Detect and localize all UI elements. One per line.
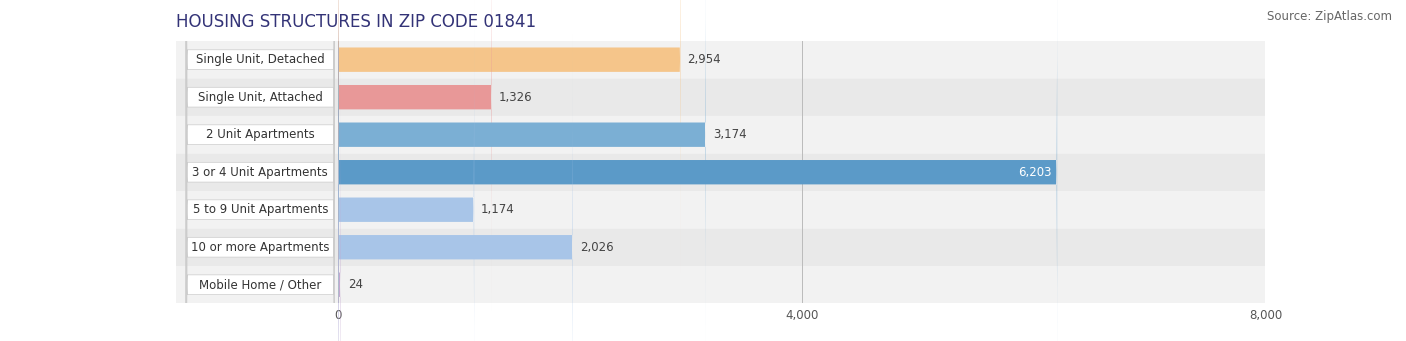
Text: Mobile Home / Other: Mobile Home / Other: [200, 278, 322, 291]
Text: Source: ZipAtlas.com: Source: ZipAtlas.com: [1267, 10, 1392, 23]
FancyBboxPatch shape: [186, 0, 335, 341]
Text: 6,203: 6,203: [1018, 166, 1052, 179]
FancyBboxPatch shape: [186, 0, 335, 341]
Text: Single Unit, Attached: Single Unit, Attached: [198, 91, 323, 104]
FancyBboxPatch shape: [176, 41, 1265, 78]
FancyBboxPatch shape: [337, 0, 1057, 341]
FancyBboxPatch shape: [176, 266, 1265, 303]
FancyBboxPatch shape: [186, 0, 335, 341]
FancyBboxPatch shape: [337, 34, 572, 341]
FancyBboxPatch shape: [176, 191, 1265, 228]
Text: 3 or 4 Unit Apartments: 3 or 4 Unit Apartments: [193, 166, 328, 179]
Text: 3,174: 3,174: [713, 128, 747, 141]
FancyBboxPatch shape: [337, 0, 706, 341]
FancyBboxPatch shape: [186, 0, 335, 341]
Text: 2,954: 2,954: [688, 53, 721, 66]
Text: 5 to 9 Unit Apartments: 5 to 9 Unit Apartments: [193, 203, 328, 216]
FancyBboxPatch shape: [176, 116, 1265, 153]
Text: 2,026: 2,026: [579, 241, 613, 254]
FancyBboxPatch shape: [337, 0, 474, 341]
Text: HOUSING STRUCTURES IN ZIP CODE 01841: HOUSING STRUCTURES IN ZIP CODE 01841: [176, 13, 536, 31]
FancyBboxPatch shape: [337, 72, 340, 341]
FancyBboxPatch shape: [176, 78, 1265, 116]
FancyBboxPatch shape: [176, 153, 1265, 191]
Text: 2 Unit Apartments: 2 Unit Apartments: [207, 128, 315, 141]
FancyBboxPatch shape: [337, 0, 492, 310]
Text: 24: 24: [347, 278, 363, 291]
FancyBboxPatch shape: [186, 0, 335, 341]
Text: Single Unit, Detached: Single Unit, Detached: [195, 53, 325, 66]
FancyBboxPatch shape: [337, 0, 681, 272]
Text: 1,326: 1,326: [499, 91, 533, 104]
FancyBboxPatch shape: [186, 0, 335, 341]
FancyBboxPatch shape: [186, 0, 335, 341]
Text: 10 or more Apartments: 10 or more Apartments: [191, 241, 329, 254]
FancyBboxPatch shape: [176, 228, 1265, 266]
Text: 1,174: 1,174: [481, 203, 515, 216]
